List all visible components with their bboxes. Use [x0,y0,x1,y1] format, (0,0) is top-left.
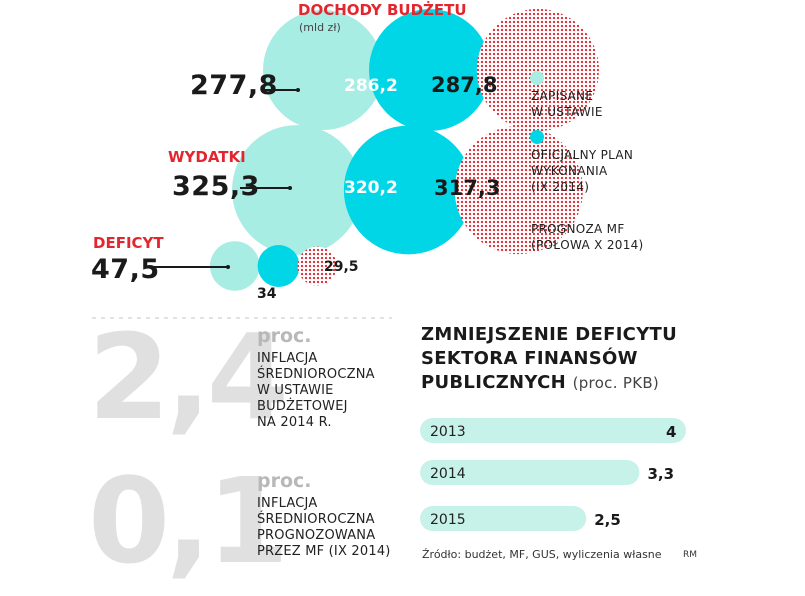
value-dochody-prognoza: 287,8 [431,73,498,97]
deficit-bar-2015 [420,506,587,531]
bubble-dochody-ustawa [263,9,384,131]
stat-value-inflation-plan: 2,4 [88,308,289,446]
bubble-wydatki-ustawa [232,125,362,255]
leader-dot-dochody [296,88,300,92]
legend-label-prognoza: PROGNOZA MF (POŁOWA X 2014) [531,222,644,252]
deficit-bar-value-2013: 4 [666,423,676,441]
value-wydatki-plan: 320,2 [344,178,398,198]
legend-swatch-plan [530,130,544,144]
deficit-bar-value-2014: 3,3 [647,465,674,483]
value-deficyt-prognoza: 29,5 [324,259,359,275]
value-dochody-plan: 286,2 [344,76,398,96]
leader-dot-deficyt [226,265,230,269]
leader-dot-wydatki [288,186,292,190]
bubble-wydatki-prognoza [454,125,583,255]
legend-swatch-prognoza [530,204,544,218]
chart-unit: (mld zł) [299,21,341,34]
deficit-bar-year-2014: 2014 [430,466,466,482]
stat-unit-inflation-plan: proc. [257,325,312,347]
deficit-title-line-3: PUBLICZNYCH (proc. PKB) [421,371,677,395]
value-deficyt-plan: 34 [257,286,277,302]
stat-value-inflation-forecast: 0,1 [88,452,289,590]
bubble-deficyt-ustawa [210,241,260,291]
stat-desc-inflation-forecast: INFLACJA ŚREDNIOROCZNA PROGNOZOWANA PRZE… [257,496,391,559]
group-label-wydatki: WYDATKI [168,148,246,166]
value-wydatki-ustawa: 325,3 [172,171,260,202]
deficit-chart-title: ZMNIEJSZENIE DEFICYTU SEKTORA FINANSÓW P… [421,323,677,395]
deficit-bar-value-2015: 2,5 [594,511,621,529]
legend-label-plan: OFICJALNY PLAN WYKONANIA (IX 2014) [531,148,634,194]
chart-title: DOCHODY BUDŻETU [298,1,467,19]
legend-label-ustawa: ZAPISANE W USTAWIE [531,89,603,119]
deficit-title-unit: (proc. PKB) [572,374,660,392]
deficit-bar-2013 [420,418,686,443]
bubble-dochody-plan [369,9,491,131]
deficit-bar-2014 [420,460,640,485]
bubble-deficyt-prognoza [297,246,337,286]
bubble-dochody-prognoza [476,8,599,132]
legend-swatch-ustawa [530,71,544,85]
bubble-wydatki-plan [343,125,473,255]
deficit-title-line-1: ZMNIEJSZENIE DEFICYTU [421,324,678,345]
stat-unit-inflation-forecast: proc. [257,470,312,492]
source-note: Źródło: budżet, MF, GUS, wyliczenia włas… [422,548,662,561]
deficit-title-line-2: SEKTORA FINANSÓW [421,348,638,369]
deficit-title-line-3-text: PUBLICZNYCH [421,372,566,393]
bubble-deficyt-plan [257,245,300,287]
stat-desc-inflation-plan: INFLACJA ŚREDNIOROCZNA W USTAWIE BUDŻETO… [257,351,375,430]
deficit-bar-year-2015: 2015 [430,512,466,528]
value-dochody-ustawa: 277,8 [190,70,278,101]
group-label-deficyt: DEFICYT [93,234,164,252]
deficit-bar-year-2013: 2013 [430,424,466,440]
author-credit: RM [683,550,698,560]
value-wydatki-prognoza: 317,3 [434,176,501,200]
value-deficyt-ustawa: 47,5 [91,254,160,285]
